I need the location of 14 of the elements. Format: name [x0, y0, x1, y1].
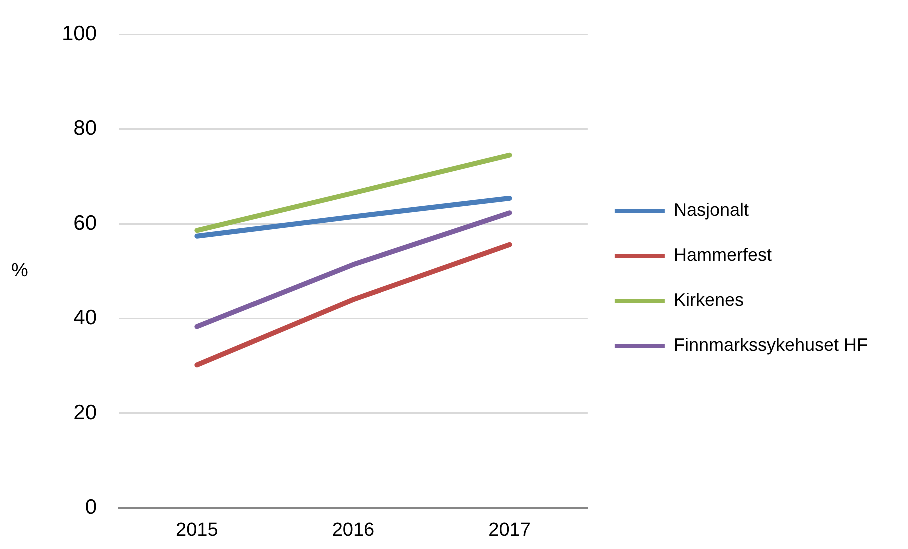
legend-label: Hammerfest	[674, 244, 772, 265]
legend-label: Finnmarkssykehuset HF	[674, 334, 868, 355]
y-axis-title: %	[12, 260, 29, 282]
x-tick-label: 2015	[176, 520, 218, 541]
y-tick-label: 80	[74, 117, 98, 140]
x-tick-label: 2017	[488, 520, 531, 541]
y-tick-label: 40	[74, 306, 98, 330]
legend-label: Nasjonalt	[674, 200, 749, 220]
y-tick-label: 20	[74, 401, 98, 424]
y-tick-label: 0	[85, 496, 98, 519]
x-tick-label: 2016	[332, 520, 375, 541]
y-tick-label: 100	[62, 22, 98, 46]
y-tick-label: 60	[74, 212, 98, 235]
legend-label: Kirkenes	[674, 290, 744, 310]
